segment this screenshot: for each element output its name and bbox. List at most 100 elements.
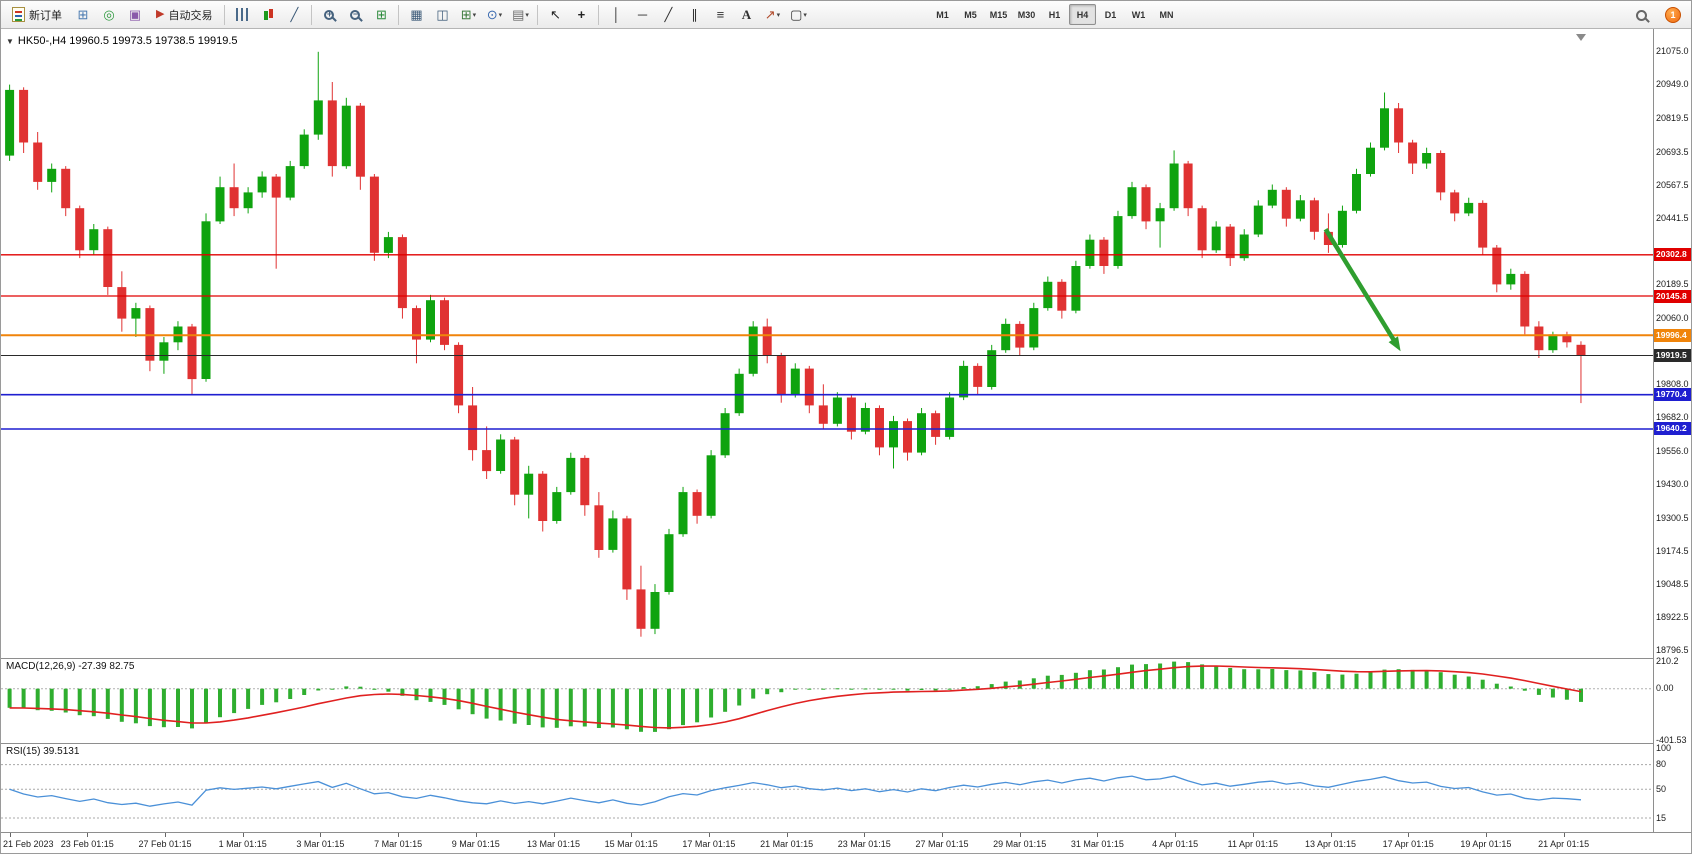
line-chart-type-icon[interactable]: ╱ [290, 7, 299, 22]
time-axis-tick [708, 833, 710, 837]
macd-histogram-bar [723, 688, 728, 712]
price-level-badge: 19640.2 [1654, 422, 1691, 436]
candle-body-down [1562, 334, 1572, 343]
candlestick-chart-type-icon[interactable] [256, 4, 280, 26]
candle-body-down [33, 142, 43, 182]
time-axis-tick [320, 833, 322, 837]
time-axis-tick [1097, 833, 1099, 837]
macd-histogram-bar [1579, 688, 1583, 702]
candle-body-up [341, 105, 351, 167]
macd-histogram-bar [1368, 672, 1373, 689]
macd-histogram-bar [1326, 674, 1331, 689]
new-chart-icon[interactable]: ⊞ ▾ [460, 7, 477, 22]
candle-body-up [608, 518, 618, 550]
macd-histogram-bar [372, 688, 377, 690]
candle-body-up [313, 100, 323, 135]
autotrading-icon: ▶ [156, 8, 165, 20]
timeframe-button-m5[interactable]: M5 [964, 9, 977, 20]
price-axis[interactable]: 21075.0 20949.0 20819.5 20693.5 20567.5 20441… [1653, 29, 1691, 832]
shapes-tool-icon[interactable]: ▢ ▾ [790, 7, 807, 22]
crosshair-tool-icon[interactable]: + [577, 7, 586, 22]
tile-windows-icon[interactable]: ⊞ [376, 7, 387, 22]
profiles-icon[interactable]: ⊙ ▾ [486, 7, 503, 22]
candle-body-down [636, 589, 646, 629]
vertical-line-tool-icon[interactable]: │ [612, 7, 621, 22]
magnifier-glyph [1635, 9, 1647, 21]
time-axis-tick [1408, 833, 1410, 837]
timeframe-button-mn[interactable]: MN [1159, 9, 1174, 20]
autotrading-button[interactable]: ▶ 自动交易 [149, 4, 219, 26]
panel-separator[interactable] [1, 658, 1691, 659]
data-window-icon[interactable]: ◎ [103, 7, 115, 22]
timeframe-button-h1[interactable]: H1 [1048, 9, 1061, 20]
macd-histogram-bar [1186, 662, 1191, 689]
time-axis-tick [1563, 833, 1565, 837]
horizontal-line-tool-icon[interactable]: ─ [637, 7, 648, 22]
candle-body-down [1478, 202, 1488, 248]
panel-separator[interactable] [1, 743, 1691, 744]
trendline-tool-icon[interactable]: ╱ [664, 7, 673, 22]
zoom-out-icon[interactable] [343, 4, 367, 26]
macd-histogram-bar [442, 688, 447, 705]
price-axis-label: 19048.5 [1656, 579, 1689, 590]
macd-histogram-bar [905, 688, 910, 691]
chart-title: ▼ HK50-,H4 19960.5 19973.5 19738.5 19919… [6, 35, 238, 47]
candle-body-down [229, 187, 239, 209]
main-price-chart[interactable] [1, 31, 1653, 658]
timeframe-button-d1[interactable]: D1 [1104, 9, 1117, 20]
navigator-icon[interactable]: ▣ [128, 7, 142, 22]
candle-body-down [103, 229, 113, 287]
macd-histogram-bar [7, 688, 12, 708]
timeframe-button-m1[interactable]: M1 [936, 9, 949, 20]
search-icon[interactable] [1629, 4, 1653, 26]
toolbar-separator [311, 4, 313, 25]
time-axis-tick [942, 833, 943, 837]
templates-icon[interactable]: ▤ ▾ [512, 7, 529, 22]
tile-horizontal-icon[interactable]: ◫ [436, 7, 449, 22]
channel-tool-icon[interactable]: ∥ [691, 7, 698, 22]
text-tool-icon[interactable]: A [741, 7, 752, 22]
annotation-arrow-shaft[interactable] [1323, 228, 1397, 343]
macd-indicator-panel[interactable] [1, 659, 1653, 743]
timeframe-button-m30[interactable]: M30 [1017, 9, 1036, 20]
candle-body-down [1323, 231, 1333, 245]
candle-body-down [692, 492, 702, 516]
macd-histogram-bar [947, 688, 952, 690]
time-axis[interactable]: 21 Feb 2023 23 Feb 01:15 27 Feb 01:15 1 Mar… [1, 832, 1691, 853]
arrows-tool-icon[interactable]: ↗ ▾ [764, 7, 781, 22]
one-click-trading-toggle-icon[interactable]: ▼ [6, 36, 14, 46]
candle-body-down [762, 326, 772, 356]
macd-histogram-bar [330, 688, 335, 690]
macd-histogram-bar [653, 688, 657, 732]
time-label: 9 Mar 01:15 [451, 839, 500, 849]
candle-body-down [1450, 192, 1460, 214]
candle-body-up [243, 192, 253, 209]
timeframe-button-m15[interactable]: M15 [989, 9, 1008, 20]
candle-body-down [355, 105, 365, 177]
candle-body-down [187, 326, 197, 380]
ohlc-bars-glyph [236, 8, 249, 21]
candle-body-down [1141, 187, 1151, 222]
timeframe-button-h4[interactable]: H4 [1069, 4, 1096, 25]
timeframe-button-w1[interactable]: W1 [1131, 9, 1146, 20]
rsi-indicator-panel[interactable] [1, 744, 1653, 832]
cursor-tool-icon[interactable]: ↖ [550, 7, 561, 22]
market-watch-icon[interactable]: ⊞ [77, 7, 89, 22]
bar-chart-type-icon[interactable] [230, 4, 254, 26]
candle-body-up [1295, 200, 1305, 219]
new-order-button[interactable]: 新订单 [5, 4, 69, 26]
annotation-arrow-head[interactable] [1388, 336, 1401, 352]
fibonacci-tool-icon[interactable]: ≡ [716, 7, 725, 22]
toolbar-separator [224, 4, 226, 25]
rsi-axis-label: 15 [1656, 812, 1667, 823]
candle-body-up [5, 89, 15, 156]
candle-body-up [832, 397, 842, 424]
chart-shift-marker[interactable] [1576, 34, 1586, 41]
notification-badge[interactable]: 1 [1665, 7, 1681, 23]
rsi-line [9, 775, 1582, 807]
cascade-windows-icon[interactable]: ▦ [410, 7, 423, 22]
time-axis-tick [1175, 833, 1177, 837]
zoom-in-icon[interactable] [317, 4, 341, 26]
macd-histogram-bar [540, 688, 545, 728]
